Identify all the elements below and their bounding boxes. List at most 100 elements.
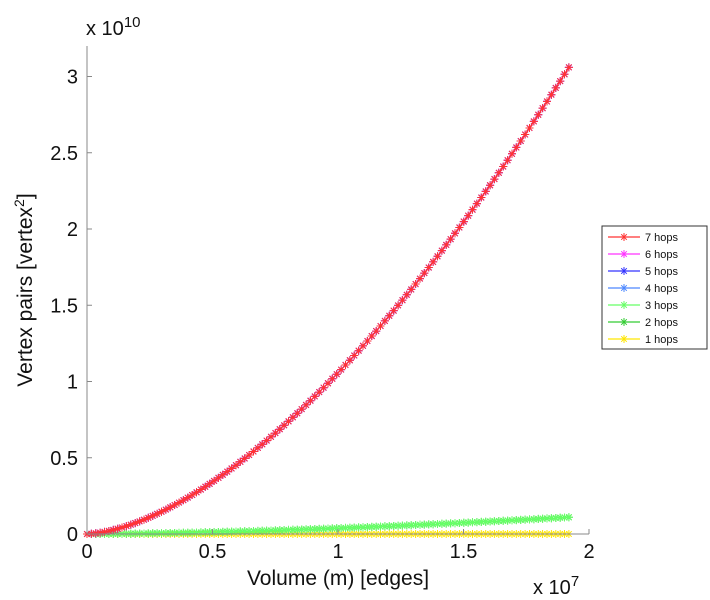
series-marker [161,529,170,538]
series-marker [245,451,254,459]
y-tick-label: 3 [67,67,78,89]
legend-item: 5 hops [608,266,679,278]
series-marker [512,516,521,525]
y-axis-label-end: ] [14,193,37,199]
legend-label: 6 hops [645,249,679,261]
series-marker [446,235,455,244]
series-marker [486,517,495,526]
series-marker [345,523,354,532]
series-marker [481,517,490,526]
series-marker [564,513,573,522]
series-marker [122,522,131,531]
series-marker [210,528,219,537]
series-marker [455,519,464,527]
series-marker [214,473,223,482]
legend-item: 3 hops [608,300,679,312]
series-marker [148,529,157,538]
series-marker [433,252,442,261]
series-marker [446,519,455,528]
series-marker [359,523,367,532]
series-marker [302,525,311,534]
series-marker [205,528,214,537]
y-exponent-base: x 10 [86,18,124,40]
series-marker [100,527,109,536]
series-marker [424,263,433,272]
series-marker [564,63,573,72]
series-marker [459,217,468,226]
series-marker [328,374,337,383]
series-marker [459,518,468,527]
series-marker [490,175,499,184]
series-marker [451,519,459,528]
series-marker [494,168,503,177]
series-marker [153,529,162,538]
series-marker [153,509,162,518]
series-marker [499,516,508,525]
series-marker [126,520,135,529]
series-marker [560,70,569,79]
series-marker [249,527,258,535]
series-marker [420,520,429,529]
series-marker [284,417,293,426]
series-marker [179,528,188,537]
series-marker [280,421,289,430]
series-marker [521,130,530,139]
series-marker [91,529,100,538]
series-marker [131,519,140,528]
y-exponent: x 1010 [86,14,141,41]
x-tick-label: 1 [332,541,343,563]
series-marker [398,521,407,530]
series-marker [205,479,214,488]
y-tick-label: 1 [67,372,78,394]
series-marker [196,528,205,537]
series-marker [258,440,267,449]
series-marker [253,443,262,452]
series-marker [464,518,473,527]
series-marker [516,515,525,524]
legend-label: 7 hops [645,232,679,244]
axes-layer: 0 0.5 1 1.5 2 0 0.5 1 1.5 2 2.5 3 [50,46,595,563]
series-marker [267,526,275,535]
series-marker [363,523,372,532]
series-marker [525,515,534,524]
series-marker [437,519,446,528]
series-marker [201,528,210,537]
legend-item: 4 hops [608,283,679,295]
series-marker [411,280,420,288]
series-marker [319,524,328,533]
series-marker [385,311,394,320]
series-marker [551,514,560,522]
series-marker [376,322,385,330]
series-marker [455,223,464,232]
series-marker [240,454,249,463]
series-marker [267,432,275,441]
series-marker [310,525,319,534]
legend-label: 2 hops [645,317,679,329]
y-tick-label: 2 [67,219,78,241]
series-marker [183,528,192,537]
series-marker [424,520,433,529]
y-tick-label: 0 [67,524,78,546]
series-marker [477,517,486,526]
legend-item: 6 hops [608,249,679,261]
legend-label: 4 hops [645,283,679,295]
y-tick-label: 1.5 [50,295,78,317]
x-exponent-base: x 10 [533,577,571,599]
series-marker [402,521,411,530]
series-marker [271,526,280,535]
series-marker [481,187,490,196]
series-marker [170,529,179,537]
series-marker [157,507,166,516]
series-marker [508,516,516,525]
series-marker [179,496,188,505]
series-marker [332,370,341,379]
series-marker [529,117,538,126]
series-marker [468,518,477,527]
y-axis-label: Vertex pairs [vertex2] [11,193,37,386]
series-marker [516,137,525,145]
series-marker [144,513,153,522]
series-marker [389,306,398,315]
series-marker [275,425,284,434]
series-marker [512,143,521,152]
series-marker [503,516,512,525]
